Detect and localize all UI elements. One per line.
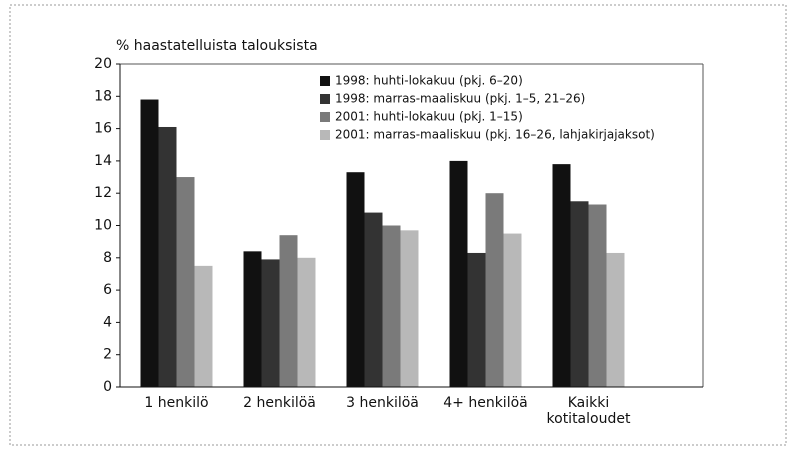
bar [449,160,468,387]
x-tick-label: 3 henkilöä [346,395,419,411]
legend-swatch [320,130,330,140]
bar [588,204,607,387]
y-axis-label: % haastatelluista talouksista [116,38,318,54]
x-tick-label: 4+ henkilöä [443,395,527,411]
bar [364,212,383,387]
frame [9,4,787,446]
bar [503,233,522,387]
x-tick-label: kotitaloudet [547,411,631,427]
y-tick-label: 14 [94,153,112,169]
legend-label: 2001: marras-maaliskuu (pkj. 16–26, lahj… [335,128,655,142]
bar [158,126,177,388]
bar [485,193,504,387]
legend-swatch [320,94,330,104]
legend-swatch [320,76,330,86]
bar [552,164,571,387]
bar [467,252,486,387]
bar [606,252,625,387]
y-tick-label: 20 [94,56,112,72]
y-tick-label: 8 [103,250,112,266]
x-tick-label: Kaikki [568,395,610,411]
bar [346,172,365,387]
bar [194,265,213,387]
y-tick-label: 10 [94,218,112,234]
y-tick-label: 12 [94,185,112,201]
x-tick-label: 1 henkilö [144,395,208,411]
y-tick-label: 16 [94,121,112,137]
legend-label: 2001: huhti-lokakuu (pkj. 1–15) [335,110,523,124]
bar [176,177,195,387]
bar [261,259,280,387]
y-tick-label: 2 [103,347,112,363]
bar [297,257,316,387]
bar [243,251,262,387]
x-tick-label: 2 henkilöä [243,395,316,411]
legend-label: 1998: huhti-lokakuu (pkj. 6–20) [335,74,523,88]
bar [279,235,298,387]
y-tick-label: 0 [103,379,112,395]
y-tick-label: 18 [94,88,112,104]
bar [570,201,589,387]
bar [382,225,401,387]
bar [140,99,159,387]
legend-label: 1998: marras-maaliskuu (pkj. 1–5, 21–26) [335,92,585,106]
y-tick-label: 4 [103,314,112,330]
bar [400,230,419,387]
legend-swatch [320,112,330,122]
y-tick-label: 6 [103,282,112,298]
